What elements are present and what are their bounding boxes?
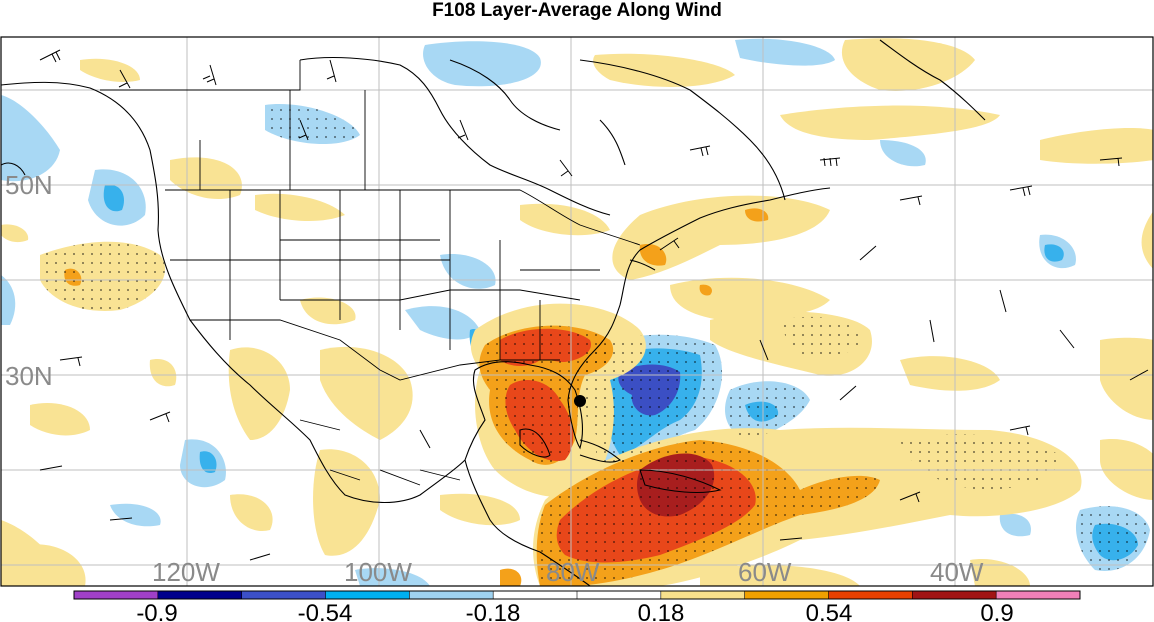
colorbar-swatch bbox=[157, 591, 243, 599]
colorbar-swatch bbox=[74, 591, 159, 599]
colorbar-label-0-54: 0.54 bbox=[806, 600, 853, 622]
political-borders bbox=[100, 60, 641, 486]
colorbar-swatch bbox=[660, 591, 746, 599]
colorbar bbox=[74, 591, 1081, 599]
colorbar-swatch bbox=[828, 591, 913, 599]
colorbar-label-neg-0-54: -0.54 bbox=[298, 600, 353, 622]
colorbar-swatch bbox=[996, 591, 1081, 599]
colorbar-label-neg-0-9: -0.9 bbox=[136, 600, 177, 622]
colorbar-frame bbox=[73, 590, 1081, 600]
colorbar-label-0-18: 0.18 bbox=[638, 600, 685, 622]
colorbar-swatch bbox=[409, 591, 494, 599]
graticule bbox=[1, 37, 1153, 586]
coastlines bbox=[1, 39, 986, 586]
colorbar-label-0-9: 0.9 bbox=[980, 600, 1013, 622]
plot-frame bbox=[0, 36, 1154, 587]
colorbar-swatch bbox=[577, 591, 662, 599]
lon-label-120w: 120W bbox=[152, 557, 220, 587]
colorbar-swatch bbox=[744, 591, 829, 599]
lon-label-60w: 60W bbox=[738, 557, 792, 587]
lon-label-80w: 80W bbox=[546, 557, 600, 587]
colorbar-swatch bbox=[912, 591, 997, 599]
wind-barbs bbox=[39, 49, 1149, 561]
location-marker bbox=[574, 395, 586, 407]
map-title: F108 Layer-Average Along Wind bbox=[432, 0, 722, 21]
lon-label-100w: 100W bbox=[344, 557, 412, 587]
shaded-anomalies bbox=[1, 38, 1153, 586]
lat-label-50n: 50N bbox=[5, 170, 53, 200]
lon-label-40w: 40W bbox=[930, 557, 984, 587]
colorbar-label-neg-0-18: -0.18 bbox=[466, 600, 521, 622]
colorbar-swatch bbox=[241, 591, 326, 599]
lat-label-30n: 30N bbox=[5, 361, 53, 391]
colorbar-swatch bbox=[493, 591, 578, 599]
colorbar-swatch bbox=[325, 591, 410, 599]
